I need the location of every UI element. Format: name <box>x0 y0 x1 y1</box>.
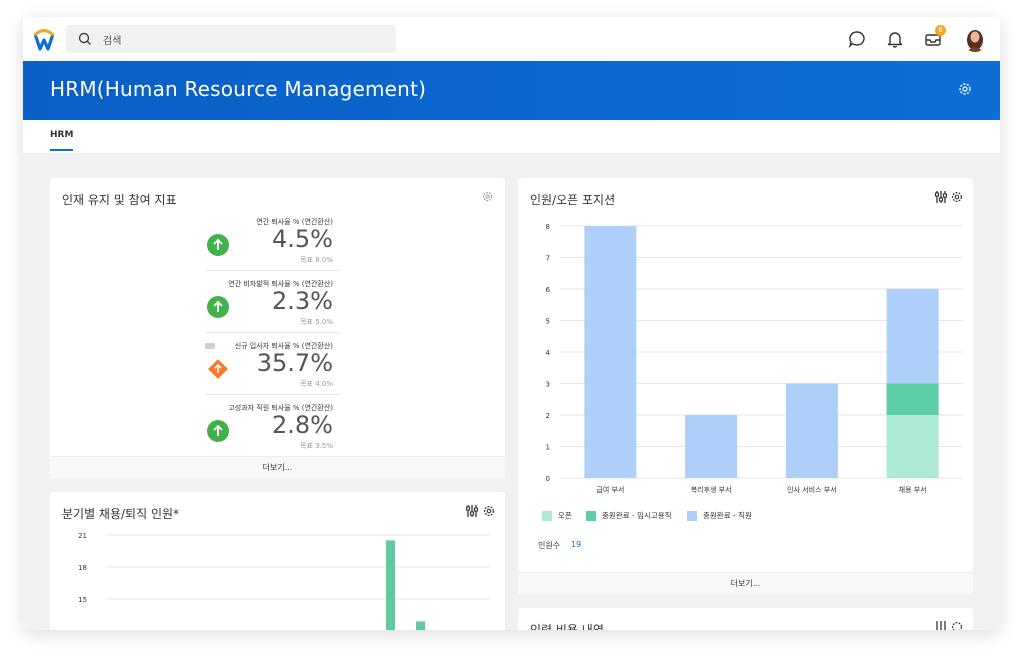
inbox-count-badge: 8 <box>935 25 946 36</box>
bar-segment <box>685 415 738 478</box>
metric-item[interactable]: 연간 퇴사율 % (연간환산) 4.5% 목표 8.0% <box>50 217 505 279</box>
filter-icon[interactable] <box>934 620 948 630</box>
trend-up-icon <box>207 420 229 442</box>
gear-icon[interactable] <box>950 620 964 630</box>
metric-label: 신규 입사자 퇴사율 % (연간환산) <box>234 342 333 350</box>
metric-label: 고성과자 직원 퇴사율 % (연간환산) <box>228 404 333 412</box>
card-title: 인재 유지 및 참여 지표 <box>62 193 177 207</box>
top-bar: 검색 8 <box>23 17 1000 61</box>
user-avatar[interactable] <box>962 26 988 52</box>
y-tick-label: 15 <box>78 596 87 604</box>
y-tick-label: 7 <box>546 255 550 263</box>
tab-hrm[interactable]: HRM <box>50 130 74 151</box>
filter-icon[interactable] <box>934 190 948 204</box>
gear-icon[interactable] <box>950 190 964 204</box>
tab-bar: HRM <box>23 120 1000 153</box>
card-title: 인력 비용 내역 <box>530 623 604 630</box>
metric-value: 4.5% <box>272 225 333 253</box>
divider <box>205 270 340 271</box>
more-link[interactable]: 더보기... <box>50 456 505 478</box>
legend-item[interactable]: 충원완료 - 직원 <box>687 510 752 521</box>
warning-up-icon <box>208 359 228 379</box>
metric-goal: 목표 4.0% <box>300 380 333 388</box>
y-tick-label: 8 <box>546 223 550 231</box>
search-placeholder: 검색 <box>103 36 122 47</box>
workforce-cost-card: 인력 비용 내역 <box>518 608 973 630</box>
bar-segment <box>886 289 939 384</box>
metric-value: 2.3% <box>272 287 333 315</box>
y-tick-label: 18 <box>78 564 87 572</box>
bell-icon[interactable] <box>885 29 905 49</box>
x-tick-label: 채용 부서 <box>899 485 927 494</box>
more-link[interactable]: 더보기... <box>518 572 973 594</box>
bar-segment <box>886 415 939 478</box>
legend-item[interactable]: 오픈 <box>542 510 572 521</box>
metric-value: 2.8% <box>272 411 333 439</box>
y-tick-label: 3 <box>546 381 550 389</box>
gear-icon[interactable] <box>482 504 496 518</box>
x-tick-label: 인사 서비스 부서 <box>787 485 837 494</box>
metric-goal: 목표 5.0% <box>300 318 333 326</box>
filter-icon[interactable] <box>465 504 479 518</box>
headcount-value[interactable]: 19 <box>571 540 582 549</box>
search-bar[interactable]: 검색 <box>66 25 396 53</box>
headcount-label: 인원수 <box>538 541 561 550</box>
metric-value: 35.7% <box>256 349 333 377</box>
inbox-icon[interactable] <box>923 29 943 49</box>
legend-swatch <box>687 511 697 521</box>
bar <box>416 621 425 630</box>
search-icon <box>78 32 91 45</box>
card-title: 인원/오픈 포지션 <box>530 193 616 207</box>
page-title: HRM(Human Resource Management) <box>50 77 427 101</box>
legend-label: 오픈 <box>558 511 572 520</box>
legend-label: 충원완료 - 임시고용직 <box>602 511 672 520</box>
workday-logo[interactable] <box>32 26 56 52</box>
y-tick-label: 6 <box>546 286 551 294</box>
metric-goal: 목표 8.0% <box>300 256 333 264</box>
y-tick-label: 5 <box>546 318 550 326</box>
page-header: HRM(Human Resource Management) <box>23 61 1000 120</box>
legend-item[interactable]: 충원완료 - 임시고용직 <box>586 510 672 521</box>
app-window: 검색 8 HRM(Human Resource Management) <box>23 17 1000 630</box>
trend-up-icon <box>207 234 229 256</box>
metric-item[interactable]: 신규 입사자 퇴사율 % (연간환산) 35.7% 목표 4.0% <box>50 341 505 403</box>
bar-segment <box>584 226 637 478</box>
divider <box>205 394 340 395</box>
card-title: 분기별 채용/퇴직 인원* <box>62 507 180 521</box>
x-tick-label: 급여 부서 <box>596 485 624 494</box>
hiring-bar-chart: 21 18 15 <box>78 532 490 630</box>
metric-item[interactable]: 고성과자 직원 퇴사율 % (연간환산) 2.8% 목표 3.5% <box>50 403 505 465</box>
y-tick-label: 1 <box>546 444 550 452</box>
y-tick-label: 0 <box>546 475 550 483</box>
metric-label: 연간 비자발적 퇴사율 % (연간환산) <box>228 280 333 288</box>
trend-up-icon <box>207 296 229 318</box>
metric-item[interactable]: 연간 비자발적 퇴사율 % (연간환산) 2.3% 목표 5.0% <box>50 279 505 341</box>
legend-swatch <box>205 343 215 349</box>
bar <box>386 540 395 630</box>
metric-goal: 목표 3.5% <box>300 442 333 450</box>
retention-metrics-card: 인재 유지 및 참여 지표 연간 퇴사율 % (연간환산) 4.5% 목표 8.… <box>50 178 505 478</box>
legend-swatch <box>542 511 552 521</box>
bar-segment <box>785 383 838 478</box>
positions-bar-chart: 0 1 2 3 4 5 6 7 8 급여 부서 복리후생 부서 인사 서비스 부서 채용 부서 <box>546 223 963 494</box>
legend-swatch <box>586 511 596 521</box>
y-tick-label: 4 <box>546 349 551 357</box>
y-tick-label: 2 <box>546 412 550 420</box>
legend-label: 충원완료 - 직원 <box>703 511 752 520</box>
gear-icon[interactable] <box>481 190 494 203</box>
gear-icon[interactable] <box>957 81 973 97</box>
bar-segment <box>886 383 939 415</box>
divider <box>205 332 340 333</box>
hiring-chart-card: 분기별 채용/퇴직 인원* 21 18 15 <box>50 492 505 630</box>
y-tick-label: 21 <box>78 532 87 540</box>
metric-label: 연간 퇴사율 % (연간환산) <box>256 218 333 226</box>
positions-chart-card: 인원/오픈 포지션 0 1 2 3 4 5 6 7 8 급여 부서 복리후생 부서 인사 서비스 부서… <box>518 178 973 594</box>
x-tick-label: 복리후생 부서 <box>691 485 732 494</box>
chat-icon[interactable] <box>847 29 867 49</box>
